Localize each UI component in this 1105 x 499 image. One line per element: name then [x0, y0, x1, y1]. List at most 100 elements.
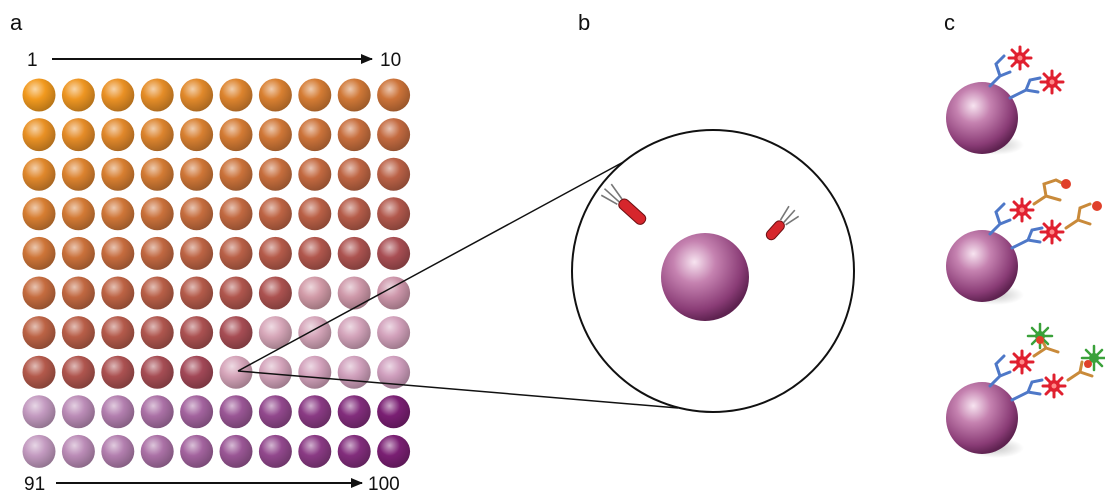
magnified-bead-view — [572, 130, 854, 412]
bead-12 — [62, 118, 95, 151]
bead-19 — [338, 118, 371, 151]
bead-21 — [23, 158, 56, 191]
bead-1 — [23, 79, 56, 112]
bead-56 — [220, 277, 253, 310]
bead-3 — [101, 79, 134, 112]
bead-45 — [180, 237, 213, 270]
bead-10 — [377, 79, 410, 112]
bead-8 — [298, 79, 331, 112]
bead-75 — [180, 356, 213, 389]
bead-93 — [101, 435, 134, 468]
bead-77 — [259, 356, 292, 389]
spiky-antigen-icon — [1041, 221, 1063, 243]
bead-36 — [220, 197, 253, 230]
bead-41 — [23, 237, 56, 270]
bead-66 — [220, 316, 253, 349]
bead-31 — [23, 197, 56, 230]
bead-72 — [62, 356, 95, 389]
bead-17 — [259, 118, 292, 151]
bead-94 — [141, 435, 174, 468]
bead-54 — [141, 277, 174, 310]
assay-stage-capture — [946, 47, 1063, 155]
bead-42 — [62, 237, 95, 270]
bead-18 — [298, 118, 331, 151]
bead-70 — [377, 316, 410, 349]
bead-37 — [259, 197, 292, 230]
bead-28 — [298, 158, 331, 191]
range-bottom-end-label: 100 — [368, 474, 400, 494]
biotin-label-icon — [1084, 360, 1092, 368]
bead-55 — [180, 277, 213, 310]
bead-53 — [101, 277, 134, 310]
bead-15 — [180, 118, 213, 151]
bead-74 — [141, 356, 174, 389]
bead-78 — [298, 356, 331, 389]
bead-11 — [23, 118, 56, 151]
assay-stage-detection — [946, 179, 1102, 305]
bead-49 — [338, 237, 371, 270]
bead-39 — [338, 197, 371, 230]
bead-30 — [377, 158, 410, 191]
magnified-bead — [661, 233, 749, 321]
bead-85 — [180, 395, 213, 428]
spiky-antigen-icon — [1009, 47, 1031, 69]
assay-stage-reporter — [946, 324, 1105, 458]
bead-58 — [298, 277, 331, 310]
bead-33 — [101, 197, 134, 230]
bead-13 — [101, 118, 134, 151]
bead-91 — [23, 435, 56, 468]
bead-57 — [259, 277, 292, 310]
bead-50 — [377, 237, 410, 270]
bead-65 — [180, 316, 213, 349]
bead-82 — [62, 395, 95, 428]
spiky-antigen-icon — [1011, 199, 1033, 221]
bead-63 — [101, 316, 134, 349]
bead-84 — [141, 395, 174, 428]
bead-14 — [141, 118, 174, 151]
bead-2 — [62, 79, 95, 112]
bead-24 — [141, 158, 174, 191]
bead-16 — [220, 118, 253, 151]
bead-35 — [180, 197, 213, 230]
bead-89 — [338, 395, 371, 428]
bead-20 — [377, 118, 410, 151]
bead-96 — [220, 435, 253, 468]
bead-62 — [62, 316, 95, 349]
detection-antibody-icon — [1034, 340, 1092, 380]
bead-86 — [220, 395, 253, 428]
bead-27 — [259, 158, 292, 191]
bead-6 — [220, 79, 253, 112]
bead-9 — [338, 79, 371, 112]
bead-92 — [62, 435, 95, 468]
zoom-line-upper — [238, 160, 627, 371]
bead-64 — [141, 316, 174, 349]
bead-81 — [23, 395, 56, 428]
bead-23 — [101, 158, 134, 191]
panel-label-b: b — [578, 10, 590, 35]
range-end-label: 10 — [380, 50, 401, 71]
panel-label-a: a — [10, 10, 23, 35]
spiky-antigen-icon — [1041, 71, 1063, 93]
bead-88 — [298, 395, 331, 428]
detection-antibody-icon — [1034, 180, 1090, 228]
bead-59 — [338, 277, 371, 310]
bead-29 — [338, 158, 371, 191]
bead-99 — [338, 435, 371, 468]
bead-47 — [259, 237, 292, 270]
bottom-range-indicator: 91 100 — [24, 474, 400, 494]
bead-52 — [62, 277, 95, 310]
panel-label-c: c — [944, 10, 955, 35]
bead-5 — [180, 79, 213, 112]
range-start-label: 1 — [27, 50, 38, 71]
bead-61 — [23, 316, 56, 349]
bead-69 — [338, 316, 371, 349]
bead-46 — [220, 237, 253, 270]
bead-25 — [180, 158, 213, 191]
bead-68 — [298, 316, 331, 349]
bead-43 — [101, 237, 134, 270]
biotin-label-icon — [1061, 179, 1071, 189]
bead-22 — [62, 158, 95, 191]
biotin-label-icon — [1036, 336, 1044, 344]
bead-71 — [23, 356, 56, 389]
